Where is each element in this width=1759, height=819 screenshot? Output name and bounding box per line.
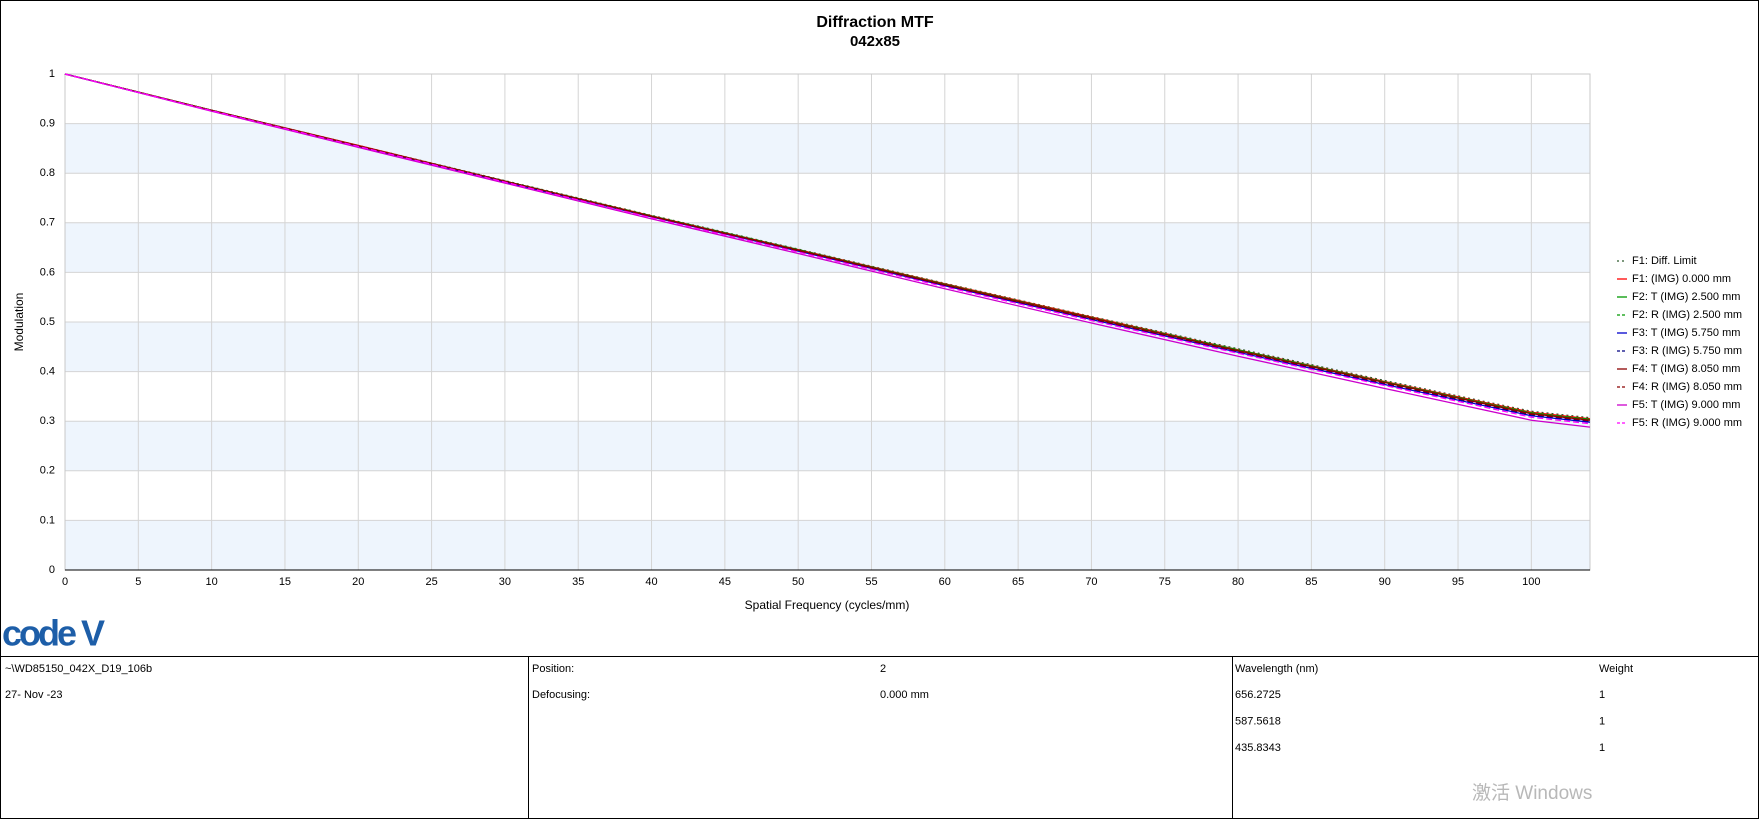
y-tick-label: 0.1 [40,514,55,526]
x-tick-label: 40 [645,576,657,588]
x-tick-label: 65 [1012,576,1024,588]
x-tick-label: 55 [865,576,877,588]
x-tick-label: 0 [62,576,68,588]
y-tick-label: 1 [49,68,55,80]
wavelength-header: Wavelength (nm) [1235,663,1318,675]
x-tick-label: 100 [1522,576,1540,588]
grid-band [65,322,1590,372]
x-axis-title: Spatial Frequency (cycles/mm) [745,598,910,612]
watermark: 激活 Windows [1472,782,1592,804]
x-tick-label: 25 [425,576,437,588]
y-tick-label: 0.2 [40,465,55,477]
legend-label: F1: (IMG) 0.000 mm [1632,273,1731,285]
y-tick-label: 0.5 [40,316,55,328]
x-tick-label: 20 [352,576,364,588]
x-tick-label: 95 [1452,576,1464,588]
wavelength: 435.8343 [1235,742,1281,754]
series-line [64,73,1591,422]
series-line [64,73,1591,425]
legend-label: F5: T (IMG) 9.000 mm [1632,399,1740,411]
y-tick-label: 0.4 [40,366,55,378]
logo: code V [2,613,105,654]
y-tick-label: 0.3 [40,415,55,427]
weight: 1 [1599,689,1605,701]
weight-header: Weight [1599,663,1633,675]
date: 27- Nov -23 [5,689,62,701]
y-tick-label: 0.7 [40,217,55,229]
y-axis-title: Modulation [12,293,26,352]
x-tick-label: 35 [572,576,584,588]
legend-label: F3: R (IMG) 5.750 mm [1632,345,1742,357]
plot-area [64,73,1591,571]
x-tick-label: 90 [1379,576,1391,588]
y-tick-label: 0.6 [40,266,55,278]
x-tick-label: 50 [792,576,804,588]
grid-band [65,222,1590,273]
position: 2 [880,663,886,675]
legend-label: F3: T (IMG) 5.750 mm [1632,327,1740,339]
series-line [64,73,1591,428]
weight: 1 [1599,715,1605,727]
wavelength: 656.2725 [1235,689,1281,701]
x-tick-label: 85 [1305,576,1317,588]
chart-title: Diffraction MTF [816,14,934,31]
x-tick-label: 45 [719,576,731,588]
legend-label: F2: T (IMG) 2.500 mm [1632,291,1740,303]
grid-band [65,123,1590,174]
weight: 1 [1599,742,1605,754]
defocusing-label: Defocusing: [532,689,590,701]
legend-label: F2: R (IMG) 2.500 mm [1632,309,1742,321]
grid-band [65,421,1590,471]
x-tick-label: 15 [279,576,291,588]
x-tick-label: 70 [1085,576,1097,588]
wavelength: 587.5618 [1235,715,1281,727]
grid-band [65,520,1590,570]
file-name: ~\WD85150_042X_D19_106b [5,663,152,675]
legend-label: F4: R (IMG) 8.050 mm [1632,381,1742,393]
x-tick-label: 75 [1159,576,1171,588]
x-tick-label: 10 [206,576,218,588]
defocusing: 0.000 mm [880,689,929,701]
legend-label: F1: Diff. Limit [1632,255,1697,267]
y-tick-label: 0 [49,564,55,576]
position-label: Position: [532,663,574,675]
x-tick-label: 60 [939,576,951,588]
x-tick-label: 30 [499,576,511,588]
x-tick-label: 80 [1232,576,1244,588]
legend-label: F5: R (IMG) 9.000 mm [1632,417,1742,429]
legend-label: F4: T (IMG) 8.050 mm [1632,363,1740,375]
y-tick-label: 0.8 [40,167,55,179]
x-tick-label: 5 [135,576,141,588]
chart-subtitle: 042x85 [850,33,900,50]
y-tick-label: 0.9 [40,118,55,130]
